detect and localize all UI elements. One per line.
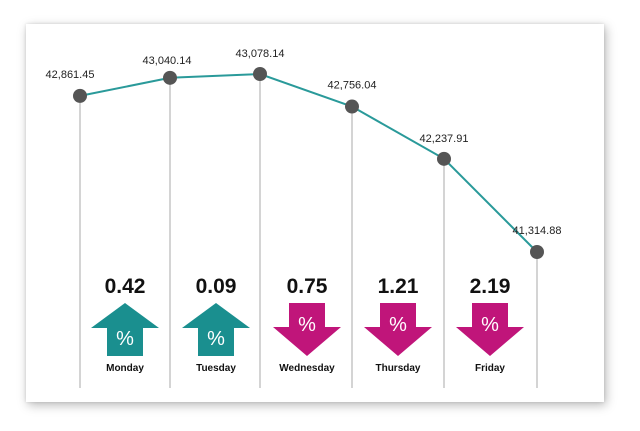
down-arrow-icon	[456, 303, 524, 356]
day-label: Thursday	[375, 363, 420, 374]
percent-symbol: %	[298, 314, 316, 336]
data-point	[345, 99, 359, 114]
change-value: 0.09	[196, 275, 237, 298]
value-label: 42,861.45	[46, 69, 95, 81]
percent-symbol: %	[116, 328, 134, 350]
change-value: 0.75	[287, 275, 328, 298]
day-label: Friday	[475, 363, 505, 374]
down-arrow-icon	[364, 303, 432, 356]
change-value: 2.19	[470, 275, 511, 298]
value-label: 42,237.91	[420, 133, 469, 145]
up-arrow-icon	[182, 303, 250, 356]
data-point	[73, 88, 87, 103]
data-point	[437, 151, 451, 166]
value-label: 43,078.14	[236, 48, 285, 60]
value-label: 42,756.04	[328, 80, 377, 92]
data-point	[163, 70, 177, 85]
data-point	[530, 245, 544, 259]
change-value: 1.21	[378, 275, 419, 298]
up-arrow-icon	[91, 303, 159, 356]
data-point	[253, 67, 267, 81]
day-label: Wednesday	[279, 363, 335, 374]
percent-symbol: %	[207, 328, 225, 350]
value-label: 41,314.88	[513, 225, 562, 237]
down-arrow-icon	[273, 303, 341, 356]
percent-symbol: %	[389, 314, 407, 336]
change-value: 0.42	[105, 275, 146, 298]
day-label: Tuesday	[196, 363, 236, 374]
series-line	[79, 72, 538, 253]
value-label: 43,040.14	[143, 55, 192, 67]
percent-symbol: %	[481, 314, 499, 336]
day-label: Monday	[106, 363, 144, 374]
